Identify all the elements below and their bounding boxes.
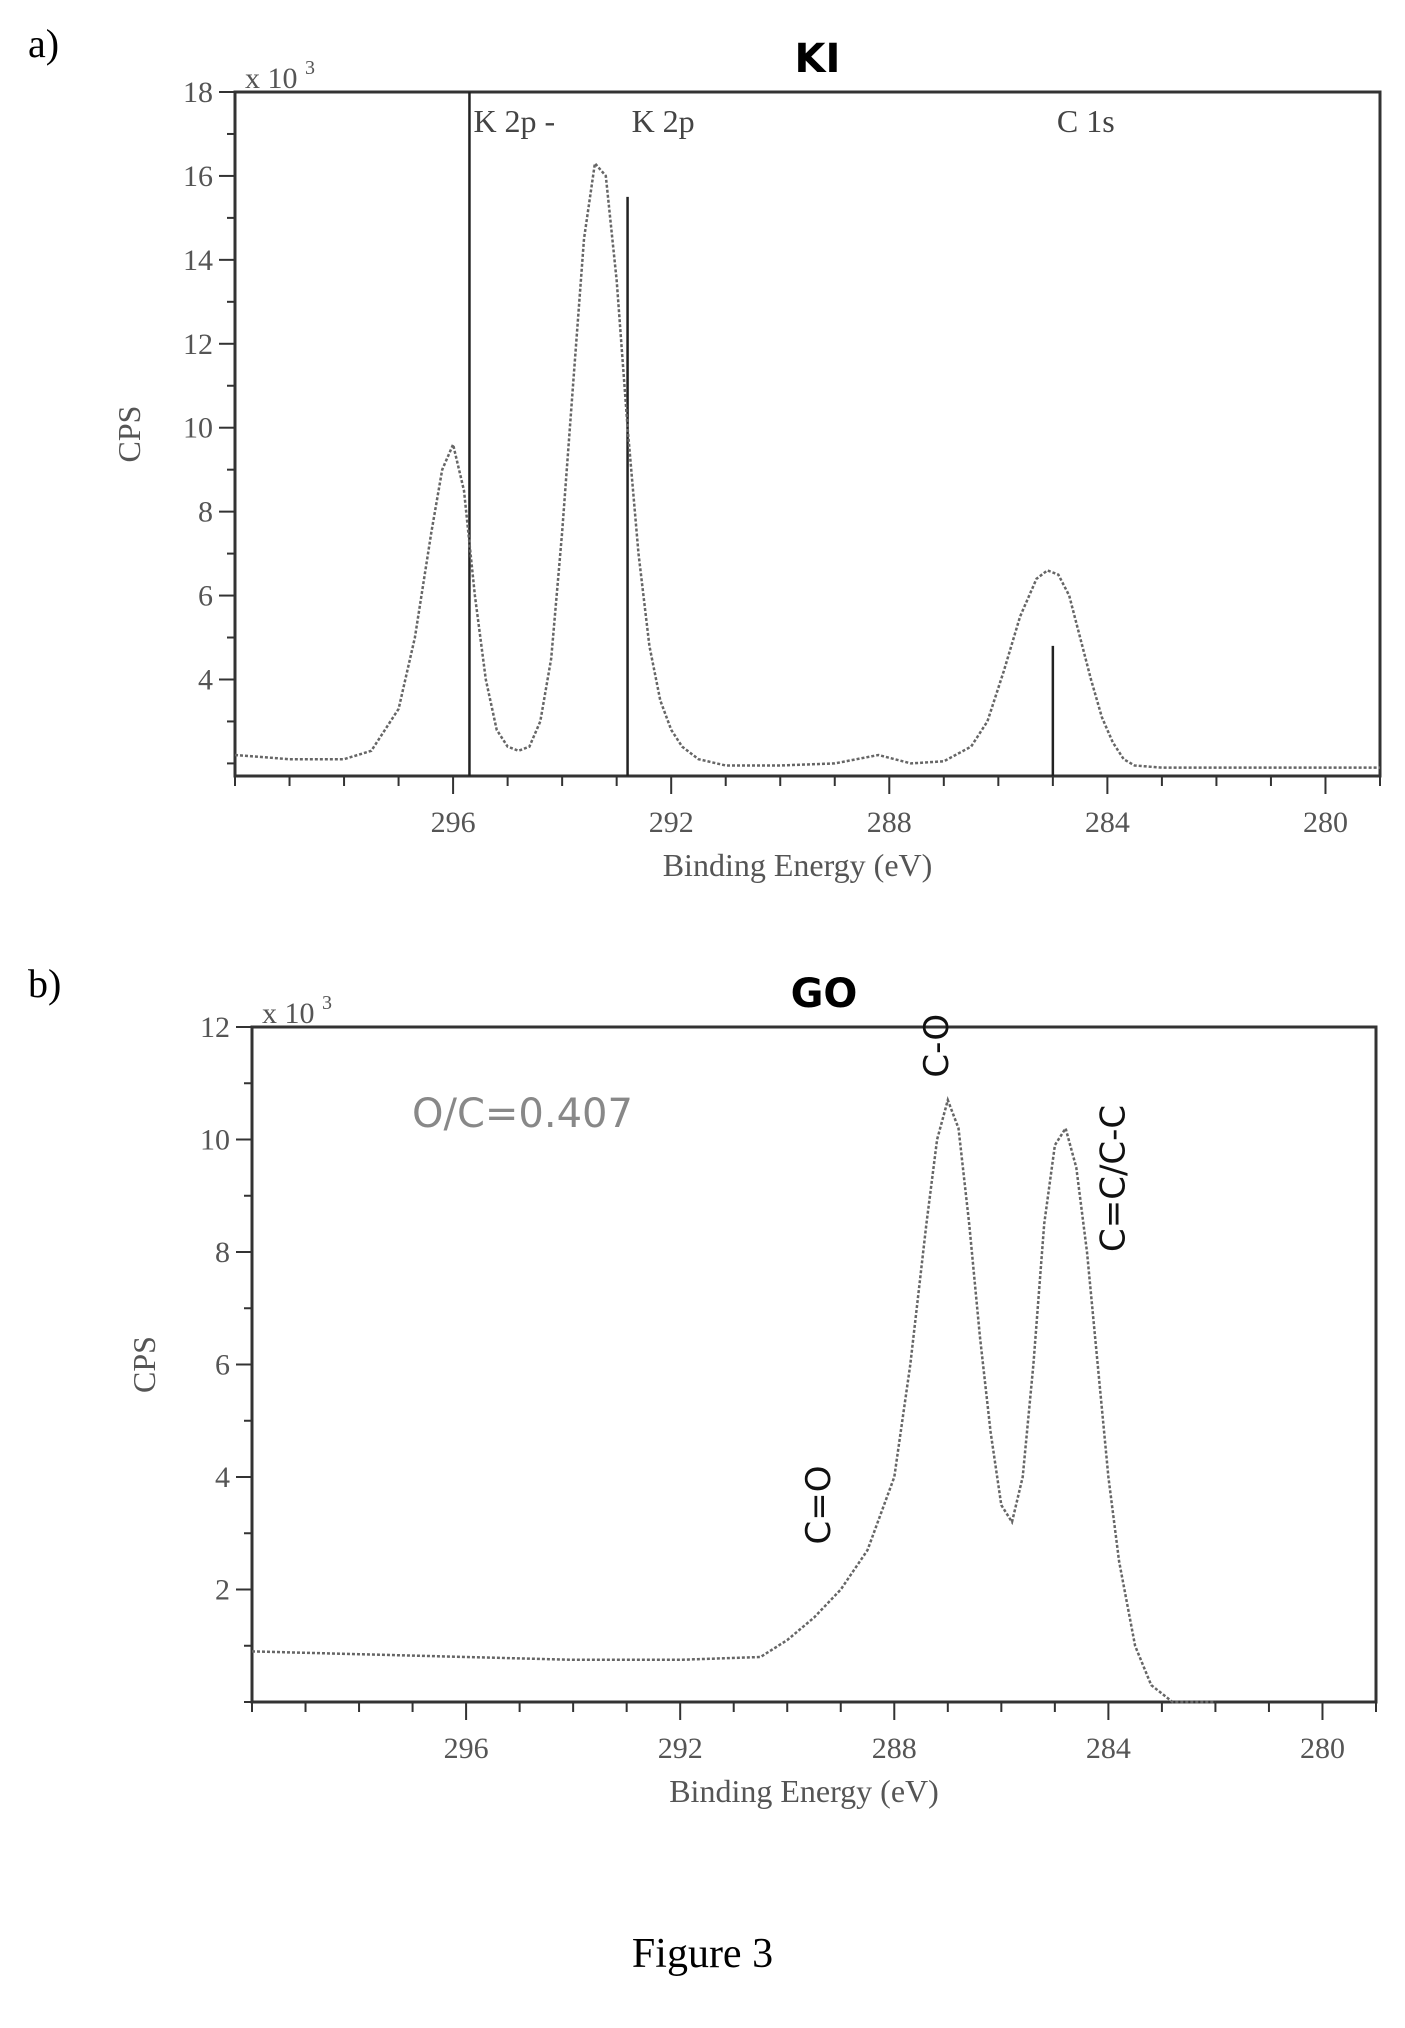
- y-tick-label: 4: [215, 1461, 230, 1494]
- panel-b-letter: b): [28, 961, 62, 1006]
- panel-a-letter: a): [28, 21, 60, 66]
- series-line: [251, 1096, 1216, 1704]
- y-scale-label: x 10: [262, 997, 315, 1030]
- y-tick-label: 6: [198, 580, 213, 613]
- y-tick-label: 14: [183, 244, 213, 277]
- x-tick-label: 280: [1300, 1732, 1345, 1765]
- y-tick-label: 10: [200, 1124, 230, 1157]
- y-tick-label: 12: [200, 1011, 230, 1044]
- ki-chart: KI x 10 3 296 292 288 284 280 4 6 8 10 12 14 16 18 Bindi…: [111, 36, 1382, 883]
- x-tick-label: 280: [1303, 806, 1348, 839]
- chart-title: KI: [795, 36, 841, 82]
- peak-label: C=O: [799, 1466, 839, 1545]
- y-tick-label: 16: [183, 160, 213, 193]
- y-tick-label: 10: [183, 412, 213, 445]
- y-tick-label: 6: [215, 1349, 230, 1382]
- y-axis-label: CPS: [111, 406, 147, 463]
- y-tick-label: 18: [183, 76, 213, 109]
- y-scale-exponent: 3: [305, 57, 315, 79]
- x-tick-label: 288: [872, 1732, 917, 1765]
- chart-title: GO: [791, 971, 858, 1017]
- peak-label: C=C/C-C: [1093, 1105, 1133, 1252]
- reference-line-label: C 1s: [1057, 103, 1115, 139]
- peak-label: C-O: [917, 1014, 957, 1078]
- y-scale-exponent: 3: [322, 992, 332, 1014]
- x-tick-label: 284: [1085, 806, 1130, 839]
- x-tick-label: 288: [867, 806, 912, 839]
- reference-line-label: K 2p -: [473, 103, 555, 139]
- x-tick-label: 284: [1086, 1732, 1131, 1765]
- y-axis-label: CPS: [126, 1336, 162, 1393]
- figure-caption: Figure 3: [631, 1931, 774, 1977]
- y-tick-label: 8: [198, 496, 213, 529]
- oc-ratio-annotation: O/C=0.407: [412, 1091, 633, 1137]
- y-tick-label: 4: [198, 663, 213, 696]
- x-tick-label: 292: [658, 1732, 703, 1765]
- y-tick-label: 8: [215, 1236, 230, 1269]
- x-tick-label: 296: [431, 806, 476, 839]
- go-chart: GO x 10 3 296 292 288 284 280 2 4 6 8 10 12 Binding En…: [126, 971, 1378, 1809]
- y-tick-label: 2: [215, 1574, 230, 1607]
- x-tick-label: 292: [649, 806, 694, 839]
- x-axis-label: Binding Energy (eV): [663, 847, 933, 883]
- y-scale-label: x 10: [245, 62, 298, 95]
- x-tick-label: 296: [444, 1732, 489, 1765]
- reference-line-label: K 2p: [632, 103, 695, 139]
- plot-frame: [233, 90, 1382, 778]
- x-axis-label: Binding Energy (eV): [669, 1773, 939, 1809]
- y-tick-label: 12: [183, 328, 213, 361]
